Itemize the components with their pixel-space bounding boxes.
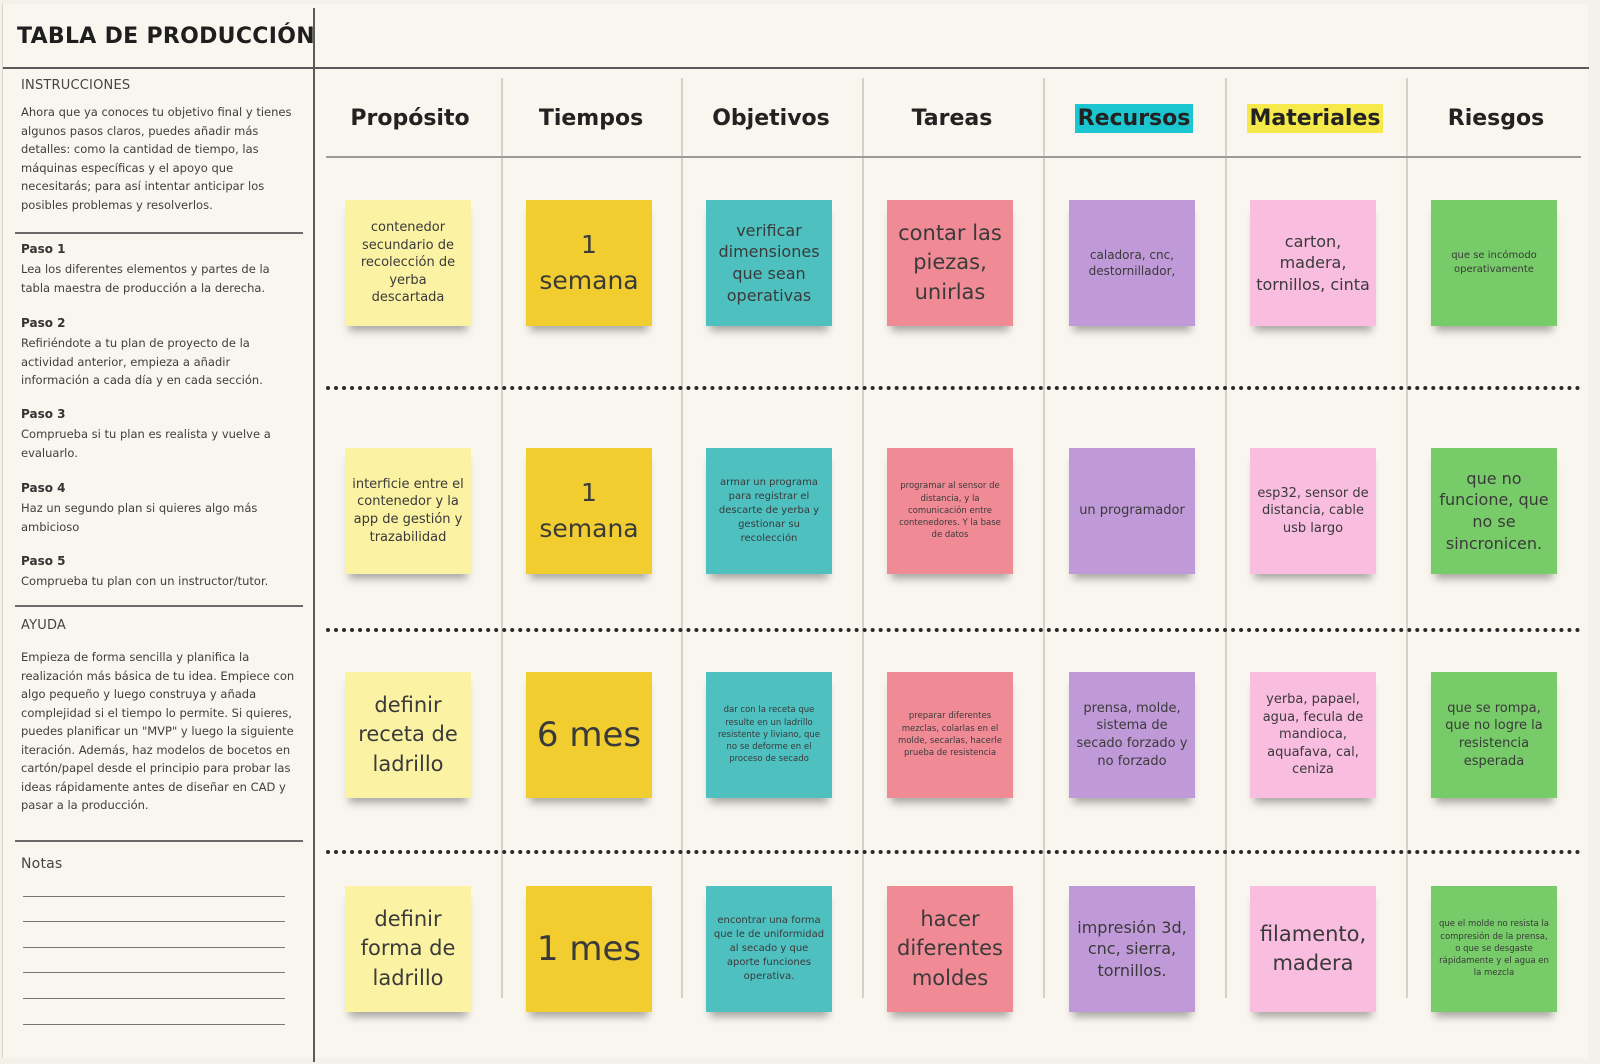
step-title: Paso 1 (21, 242, 66, 256)
production-board: TABLA DE PRODUCCIÓN INSTRUCCIONES Ahora … (2, 4, 1589, 1062)
help-text: Empieza de forma sencilla y planifica la… (21, 650, 295, 812)
step-title: Paso 4 (21, 481, 66, 495)
sticky-note[interactable]: preparar diferentes mezclas, colarlas en… (887, 672, 1013, 798)
sticky-note[interactable]: que no funcione, que no se sincronicen. (1431, 448, 1557, 574)
panel-rule (15, 840, 303, 842)
row-divider (326, 386, 1581, 390)
sticky-note[interactable]: que se rompa, que no logre la resistenci… (1431, 672, 1557, 798)
column-header-label: Tareas (911, 105, 993, 131)
sticky-note[interactable]: contenedor secundario de recolección de … (345, 200, 471, 326)
column-divider (681, 78, 683, 998)
column-header-label: Tiempos (538, 105, 644, 131)
sticky-note[interactable]: interficie entre el contenedor y la app … (345, 448, 471, 574)
column-header-label: Materiales (1246, 103, 1384, 133)
sticky-note[interactable]: que el molde no resista la compresión de… (1431, 886, 1557, 1012)
sticky-note[interactable]: prensa, molde, sistema de secado forzado… (1069, 672, 1195, 798)
notes-line[interactable] (23, 998, 285, 999)
sticky-note[interactable]: impresión 3d, cnc, sierra, tornillos. (1069, 886, 1195, 1012)
column-header-proposito: Propósito (325, 98, 495, 138)
sticky-note[interactable]: filamento, madera (1250, 886, 1376, 1012)
sticky-note[interactable]: esp32, sensor de distancia, cable usb la… (1250, 448, 1376, 574)
column-divider (1225, 78, 1227, 998)
step-text: Comprueba tu plan con un instructor/tuto… (21, 574, 269, 588)
sticky-note[interactable]: 6 mes (526, 672, 652, 798)
step-title: Paso 2 (21, 316, 66, 330)
sticky-note[interactable]: armar un programa para registrar el desc… (706, 448, 832, 574)
column-header-label: Objetivos (712, 105, 830, 131)
column-header-tareas: Tareas (867, 98, 1037, 138)
board-title: TABLA DE PRODUCCIÓN (17, 24, 315, 49)
panel-divider (313, 8, 315, 1062)
column-header-materiales: Materiales (1230, 98, 1400, 138)
sticky-note[interactable]: encontrar una forma que le de uniformida… (706, 886, 832, 1012)
row-divider (326, 628, 1581, 632)
header-rule (326, 156, 1581, 158)
sticky-note[interactable]: hacer diferentes moldes (887, 886, 1013, 1012)
step-text: Comprueba si tu plan es realista y vuelv… (21, 427, 271, 460)
notes-line[interactable] (23, 947, 285, 948)
row-divider (326, 850, 1581, 854)
sticky-note[interactable]: yerba, papael, agua, fecula de mandioca,… (1250, 672, 1376, 798)
notes-line[interactable] (23, 896, 285, 897)
sticky-note[interactable]: definir forma de ladrillo (345, 886, 471, 1012)
sticky-note[interactable]: programar al sensor de distancia, y la c… (887, 448, 1013, 574)
column-divider (501, 78, 503, 998)
sticky-note[interactable]: dar con la receta que resulte en un ladr… (706, 672, 832, 798)
panel-rule (15, 232, 303, 234)
sticky-note[interactable]: 1 mes (526, 886, 652, 1012)
sticky-note[interactable]: contar las piezas, unirlas (887, 200, 1013, 326)
step-text: Haz un segundo plan si quieres algo más … (21, 501, 258, 534)
sticky-note[interactable]: 1 semana (526, 448, 652, 574)
step-title: Paso 5 (21, 554, 66, 568)
notes-line[interactable] (23, 921, 285, 922)
notes-heading: Notas (21, 856, 63, 872)
column-header-label: Riesgos (1447, 105, 1545, 131)
help-heading: AYUDA (21, 618, 67, 633)
sticky-note[interactable]: verificar dimensiones que sean operativa… (706, 200, 832, 326)
column-divider (1043, 78, 1045, 998)
sticky-note[interactable]: carton, madera, tornillos, cinta (1250, 200, 1376, 326)
column-header-tiempos: Tiempos (506, 98, 676, 138)
notes-line[interactable] (23, 972, 285, 973)
sticky-note[interactable]: que se incómodo operativamente (1431, 200, 1557, 326)
sticky-note[interactable]: 1 semana (526, 200, 652, 326)
title-divider (3, 67, 1589, 69)
column-header-recursos: Recursos (1049, 98, 1219, 138)
panel-rule (15, 605, 303, 607)
notes-line[interactable] (23, 1024, 285, 1025)
column-header-label: Recursos (1074, 103, 1194, 133)
sticky-note[interactable]: un programador (1069, 448, 1195, 574)
column-header-objetivos: Objetivos (686, 98, 856, 138)
instructions-heading: INSTRUCCIONES (21, 78, 131, 93)
column-header-riesgos: Riesgos (1411, 98, 1581, 138)
column-divider (862, 78, 864, 998)
step-title: Paso 3 (21, 407, 66, 421)
sticky-note[interactable]: definir receta de ladrillo (345, 672, 471, 798)
instructions-text: Ahora que ya conoces tu objetivo final y… (21, 105, 292, 212)
step-text: Refiriéndote a tu plan de proyecto de la… (21, 336, 263, 387)
column-divider (1406, 78, 1408, 998)
column-header-label: Propósito (350, 105, 470, 131)
step-text: Lea los diferentes elementos y partes de… (21, 262, 270, 295)
sticky-note[interactable]: caladora, cnc, destornillador, (1069, 200, 1195, 326)
